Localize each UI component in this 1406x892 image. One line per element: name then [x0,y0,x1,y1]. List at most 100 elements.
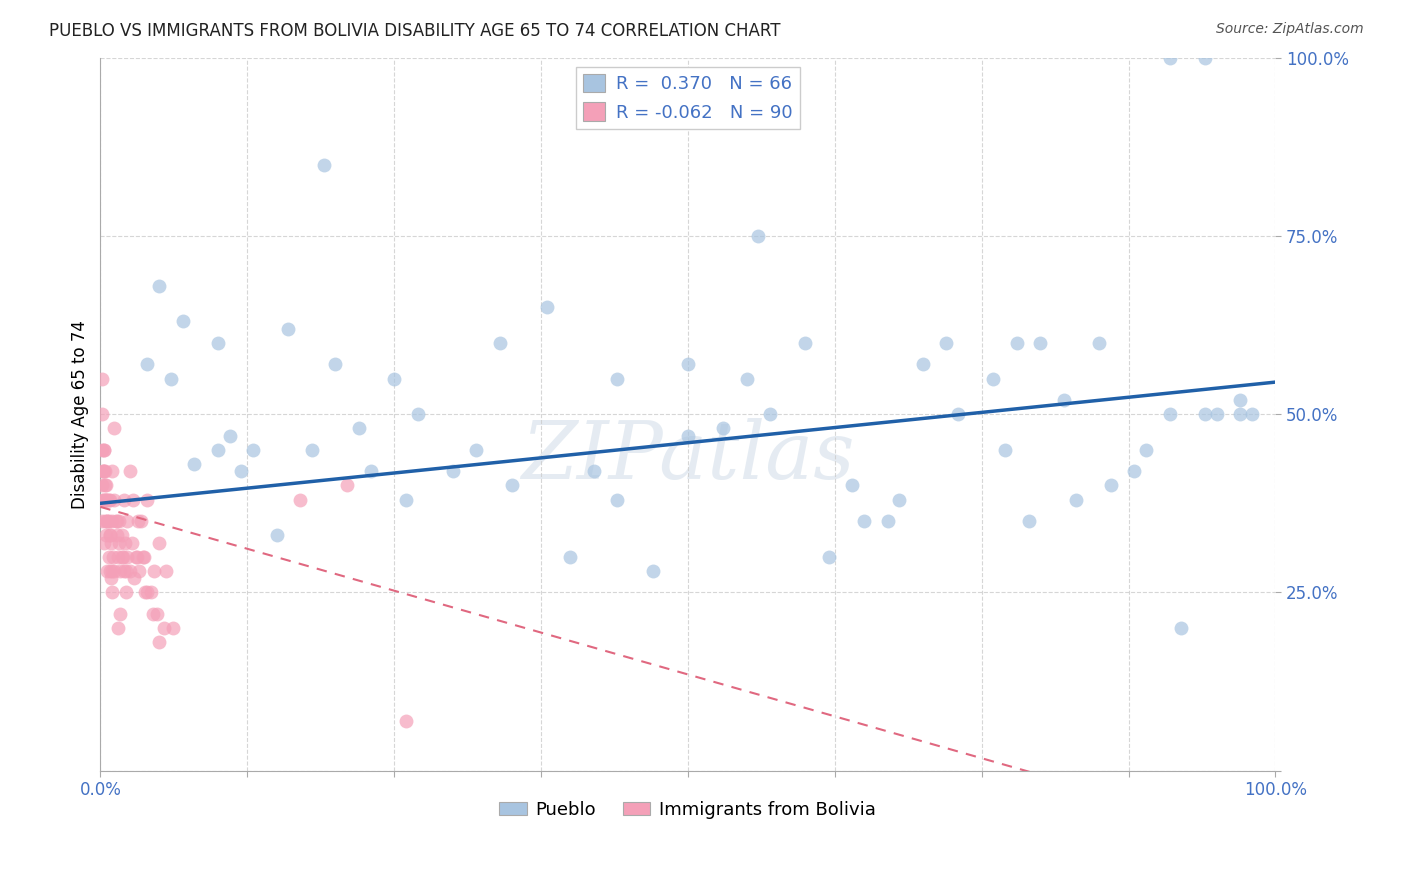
Point [93,535,115,549]
Point [94,464,117,478]
Point [100,571,122,585]
Point [97,492,120,507]
Point [98,492,121,507]
Point [124,549,146,564]
Point [347,421,370,435]
Point [711,421,734,435]
Point [207,335,229,350]
Point [1099,478,1122,492]
Point [96,514,118,528]
Point [96,528,118,542]
Point [132,549,155,564]
Point [142,607,165,621]
Point [96,492,118,507]
Point [145,607,167,621]
Point [110,564,132,578]
Point [131,549,153,564]
Point [115,564,138,578]
Point [889,492,911,507]
Point [1135,442,1157,457]
Text: Source: ZipAtlas.com: Source: ZipAtlas.com [1216,22,1364,37]
Point [101,514,124,528]
Point [118,564,141,578]
Point [1159,407,1181,421]
Point [111,549,134,564]
Y-axis label: Disability Age 65 to 74: Disability Age 65 to 74 [72,319,89,508]
Point [1170,621,1192,635]
Point [560,549,582,564]
Point [94,514,117,528]
Point [1229,392,1251,407]
Point [127,514,149,528]
Point [759,407,782,421]
Point [104,514,127,528]
Point [1005,335,1028,350]
Point [108,535,131,549]
Point [155,564,177,578]
Text: PUEBLO VS IMMIGRANTS FROM BOLIVIA DISABILITY AGE 65 TO 74 CORRELATION CHART: PUEBLO VS IMMIGRANTS FROM BOLIVIA DISABI… [49,22,780,40]
Point [606,371,628,385]
Point [218,428,240,442]
Point [117,549,139,564]
Point [115,585,138,599]
Point [946,407,969,421]
Point [242,442,264,457]
Point [100,535,122,549]
Point [676,357,699,371]
Point [97,514,120,528]
Point [148,535,170,549]
Point [128,564,150,578]
Point [93,442,115,457]
Point [301,442,323,457]
Point [1159,51,1181,65]
Point [90,371,112,385]
Point [1053,392,1076,407]
Point [105,528,128,542]
Point [172,314,194,328]
Point [91,492,114,507]
Point [441,464,464,478]
Point [108,514,131,528]
Point [1088,335,1111,350]
Point [266,528,288,542]
Point [94,492,117,507]
Point [382,371,405,385]
Point [1229,407,1251,421]
Point [94,478,117,492]
Point [93,442,115,457]
Point [582,464,605,478]
Point [90,514,112,528]
Point [395,714,418,728]
Point [101,464,124,478]
Point [148,635,170,649]
Point [139,585,162,599]
Point [360,464,382,478]
Point [122,492,145,507]
Point [735,371,758,385]
Point [536,300,558,314]
Point [96,514,118,528]
Point [91,464,114,478]
Point [876,514,898,528]
Point [112,492,135,507]
Point [110,528,132,542]
Point [641,564,664,578]
Point [162,621,184,635]
Point [153,621,176,635]
Point [747,228,769,243]
Point [794,335,817,350]
Point [606,492,628,507]
Point [117,514,139,528]
Point [1064,492,1087,507]
Point [231,464,253,478]
Text: ZIPatlas: ZIPatlas [522,418,855,496]
Point [91,492,114,507]
Point [853,514,876,528]
Point [107,549,129,564]
Point [336,478,359,492]
Point [103,421,125,435]
Point [90,442,112,457]
Point [160,371,183,385]
Point [96,492,118,507]
Point [90,478,112,492]
